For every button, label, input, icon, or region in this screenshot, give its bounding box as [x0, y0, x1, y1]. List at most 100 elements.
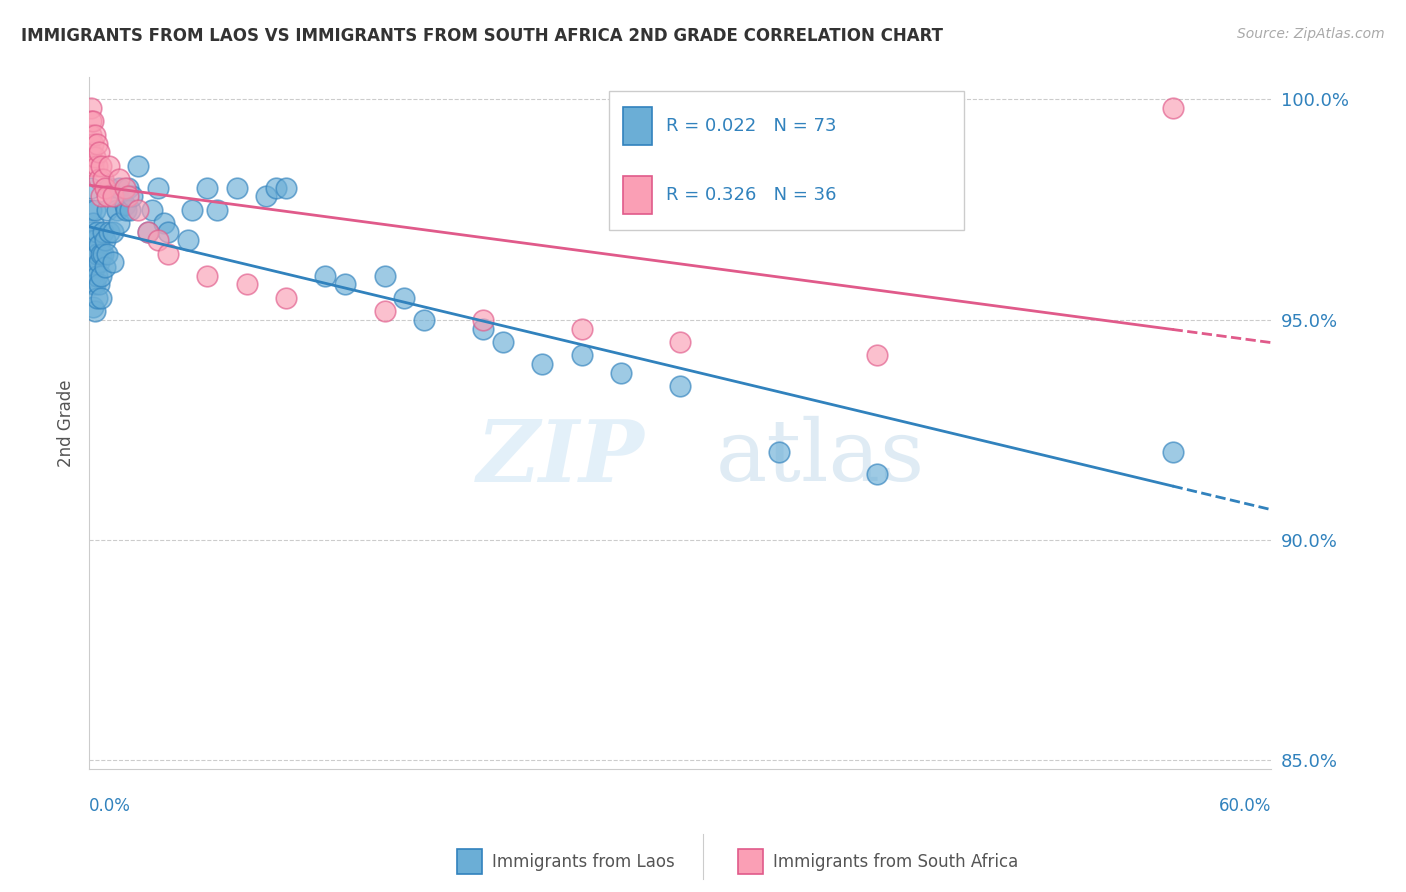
Point	[120, 202, 142, 217]
Point	[146, 234, 169, 248]
Point	[768, 445, 790, 459]
Point	[97, 180, 120, 194]
Point	[136, 225, 159, 239]
Point	[80, 128, 103, 142]
Text: R = 0.022   N = 73: R = 0.022 N = 73	[666, 117, 837, 135]
Point	[82, 114, 104, 128]
Point	[84, 304, 107, 318]
Point	[1161, 101, 1184, 115]
Point	[107, 216, 129, 230]
Point	[176, 234, 198, 248]
Text: Immigrants from South Africa: Immigrants from South Africa	[773, 853, 1018, 871]
Point	[86, 246, 108, 260]
Point	[105, 202, 128, 217]
Point	[115, 202, 138, 217]
Point	[90, 189, 112, 203]
Point	[101, 255, 124, 269]
Point	[97, 225, 120, 239]
Point	[80, 114, 103, 128]
Point	[96, 246, 118, 260]
Point	[225, 180, 247, 194]
Point	[82, 216, 104, 230]
Point	[394, 291, 416, 305]
Point	[101, 225, 124, 239]
Point	[96, 189, 118, 203]
Point	[492, 334, 515, 349]
Point	[82, 159, 104, 173]
Point	[86, 225, 108, 239]
Point	[866, 348, 889, 362]
Point	[90, 159, 112, 173]
Point	[669, 379, 692, 393]
Point	[156, 225, 179, 239]
Point	[97, 159, 120, 173]
Point	[571, 321, 593, 335]
Point	[86, 268, 108, 283]
Point	[274, 180, 297, 194]
Point	[80, 246, 103, 260]
Text: ZIP: ZIP	[477, 416, 644, 500]
Point	[413, 312, 436, 326]
Point	[274, 291, 297, 305]
Point	[205, 202, 228, 217]
Point	[87, 237, 110, 252]
Text: IMMIGRANTS FROM LAOS VS IMMIGRANTS FROM SOUTH AFRICA 2ND GRADE CORRELATION CHART: IMMIGRANTS FROM LAOS VS IMMIGRANTS FROM …	[21, 27, 943, 45]
Point	[91, 246, 114, 260]
Text: 60.0%: 60.0%	[1219, 797, 1271, 814]
Point	[84, 150, 107, 164]
Point	[136, 225, 159, 239]
Point	[86, 291, 108, 305]
Point	[127, 202, 149, 217]
Point	[94, 180, 117, 194]
Point	[374, 304, 396, 318]
Point	[84, 202, 107, 217]
Point	[96, 202, 118, 217]
Point	[335, 277, 357, 292]
Y-axis label: 2nd Grade: 2nd Grade	[58, 379, 75, 467]
Point	[107, 171, 129, 186]
Point	[254, 189, 277, 203]
Point	[87, 171, 110, 186]
Point	[82, 260, 104, 274]
Point	[80, 101, 103, 115]
Text: Immigrants from Laos: Immigrants from Laos	[492, 853, 675, 871]
Point	[94, 260, 117, 274]
Point	[531, 357, 554, 371]
Point	[1161, 445, 1184, 459]
Point	[610, 366, 633, 380]
Point	[107, 180, 129, 194]
Point	[153, 216, 176, 230]
Text: atlas: atlas	[716, 417, 925, 500]
Point	[195, 180, 218, 194]
Point	[104, 189, 127, 203]
Point	[866, 467, 889, 481]
Point	[117, 189, 139, 203]
Point	[90, 246, 112, 260]
Point	[195, 268, 218, 283]
Point	[84, 277, 107, 292]
Point	[82, 234, 104, 248]
Point	[571, 348, 593, 362]
Point	[94, 234, 117, 248]
Point	[314, 268, 336, 283]
Point	[87, 145, 110, 160]
Point	[84, 260, 107, 274]
Point	[86, 136, 108, 151]
Point	[114, 198, 136, 212]
Text: 0.0%: 0.0%	[89, 797, 131, 814]
Point	[84, 128, 107, 142]
Point	[87, 255, 110, 269]
Point	[180, 202, 202, 217]
Point	[80, 202, 103, 217]
Point	[80, 145, 103, 160]
Point	[669, 334, 692, 349]
Point	[472, 312, 495, 326]
Point	[86, 159, 108, 173]
Point	[264, 180, 287, 194]
Point	[156, 246, 179, 260]
Point	[87, 277, 110, 292]
Point	[80, 225, 103, 239]
Point	[84, 234, 107, 248]
Point	[146, 180, 169, 194]
Point	[472, 321, 495, 335]
